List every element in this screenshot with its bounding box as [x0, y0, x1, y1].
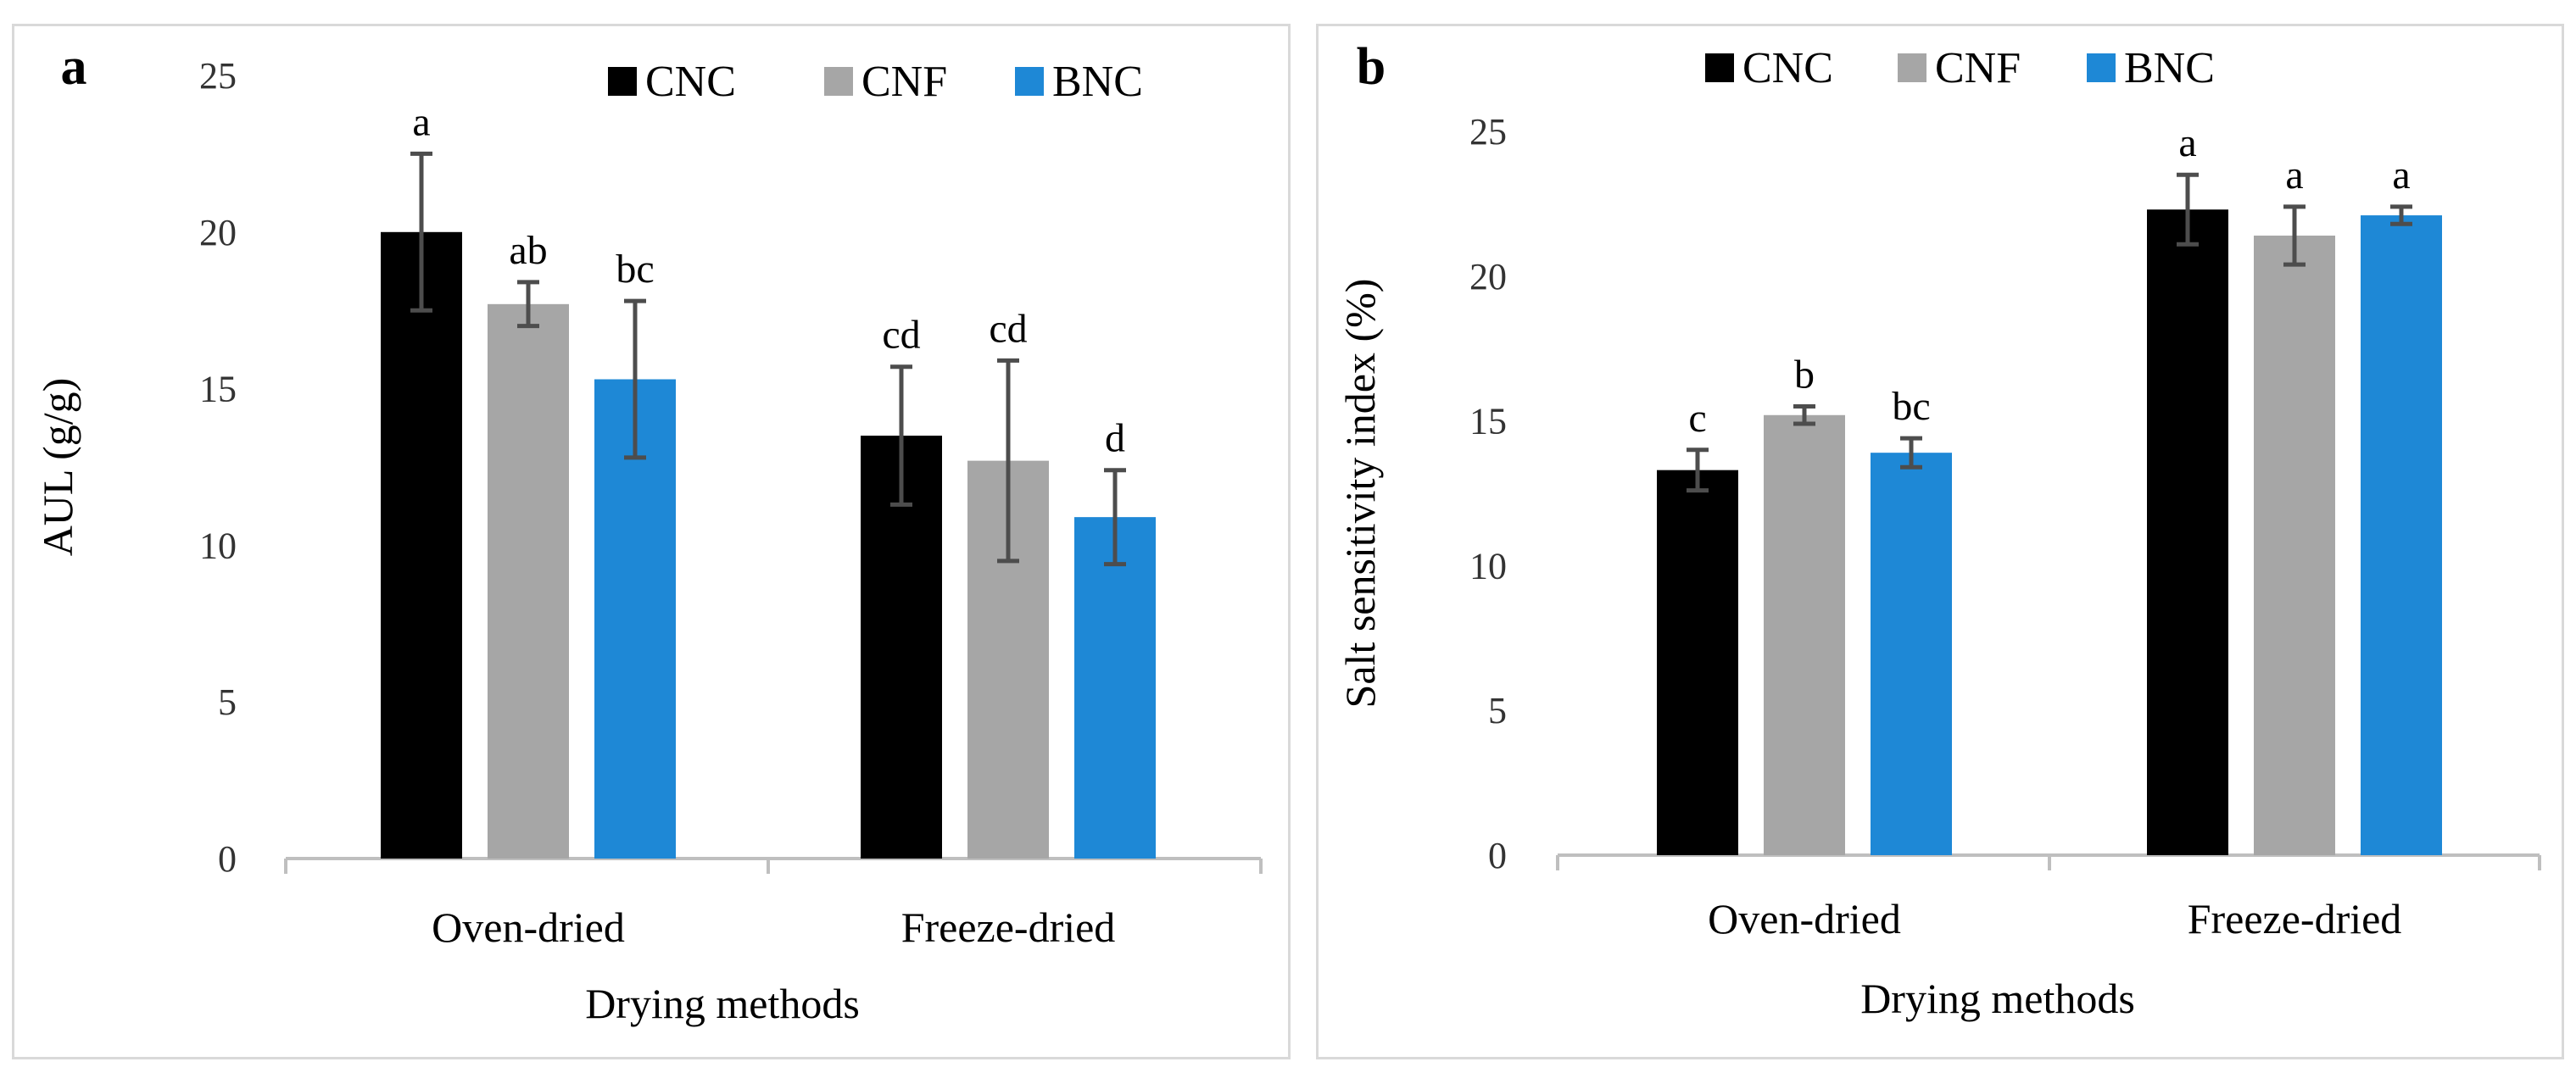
y-tick-label: 5 — [1488, 690, 1507, 731]
y-tick-label: 10 — [199, 525, 237, 566]
significance-letter: a — [2178, 120, 2196, 165]
x-axis-title: Drying methods — [585, 980, 860, 1027]
chart-panel-a: a 0 5 10 15 20 25 a ab bc Oven-dried cd cd d Freeze-dr… — [12, 24, 1291, 1059]
legend-label: CNF — [1935, 44, 2021, 92]
significance-letter: d — [1105, 416, 1125, 461]
bar-cnf — [2254, 235, 2335, 855]
bar-cnc — [381, 231, 462, 859]
panel-letter: a — [61, 38, 87, 96]
y-tick-label: 20 — [1469, 256, 1507, 297]
bar-cnf — [488, 303, 569, 859]
significance-letter: c — [1688, 396, 1706, 441]
legend-swatch-bnc — [2087, 53, 2116, 82]
legend-label: BNC — [1052, 58, 1143, 106]
chart-panel-b: b 0 5 10 15 20 25 c b bc Oven-dried a a a Freeze-dried… — [1316, 24, 2564, 1059]
legend-label: BNC — [2124, 44, 2215, 92]
legend-swatch-cnf — [824, 67, 853, 96]
legend-swatch-bnc — [1015, 67, 1044, 96]
significance-letter: bc — [616, 247, 654, 292]
bar-cnf — [1764, 414, 1845, 855]
x-category-label: Oven-dried — [1708, 895, 1901, 942]
significance-letter: cd — [882, 313, 920, 358]
y-axis-title: AUL (g/g) — [34, 378, 81, 557]
significance-letter: bc — [1892, 384, 1930, 429]
y-tick-label: 15 — [199, 369, 237, 410]
legend-swatch-cnc — [1705, 53, 1734, 82]
y-axis-title: Salt sensitivity index (%) — [1336, 279, 1384, 709]
chart-a-svg: a 0 5 10 15 20 25 a ab bc Oven-dried cd cd d Freeze-dr… — [34, 38, 1263, 1027]
y-tick-label: 20 — [199, 212, 237, 253]
bar-cnc — [2147, 209, 2228, 855]
significance-letter: ab — [509, 228, 547, 273]
y-tick-label: 0 — [1488, 835, 1507, 876]
x-axis-title: Drying methods — [1860, 975, 2135, 1022]
significance-letter: b — [1794, 353, 1815, 397]
y-tick-label: 5 — [218, 681, 237, 723]
x-category-label: Freeze-dried — [901, 903, 1116, 951]
bar-bnc — [1074, 517, 1156, 859]
y-tick-label: 25 — [199, 55, 237, 97]
significance-letter: a — [412, 99, 430, 144]
legend-swatch-cnf — [1898, 53, 1926, 82]
panel-letter: b — [1357, 38, 1386, 96]
legend-label: CNC — [645, 58, 736, 106]
bar-bnc — [1871, 453, 1952, 855]
legend-label: CNC — [1742, 44, 1833, 92]
legend-label: CNF — [861, 58, 947, 106]
x-category-label: Oven-dried — [432, 903, 625, 951]
y-tick-label: 10 — [1469, 545, 1507, 586]
bar-cnc — [1657, 470, 1738, 855]
bar-bnc — [2361, 215, 2442, 856]
legend-swatch-cnc — [608, 67, 637, 96]
significance-letter: a — [2285, 153, 2303, 197]
y-tick-label: 15 — [1469, 401, 1507, 442]
chart-b-svg: b 0 5 10 15 20 25 c b bc Oven-dried a a a Freeze-dried… — [1336, 38, 2541, 1022]
y-tick-label: 0 — [218, 838, 237, 880]
significance-letter: cd — [989, 306, 1027, 351]
x-category-label: Freeze-dried — [2188, 895, 2402, 942]
significance-letter: a — [2392, 153, 2410, 197]
y-tick-label: 25 — [1469, 111, 1507, 153]
